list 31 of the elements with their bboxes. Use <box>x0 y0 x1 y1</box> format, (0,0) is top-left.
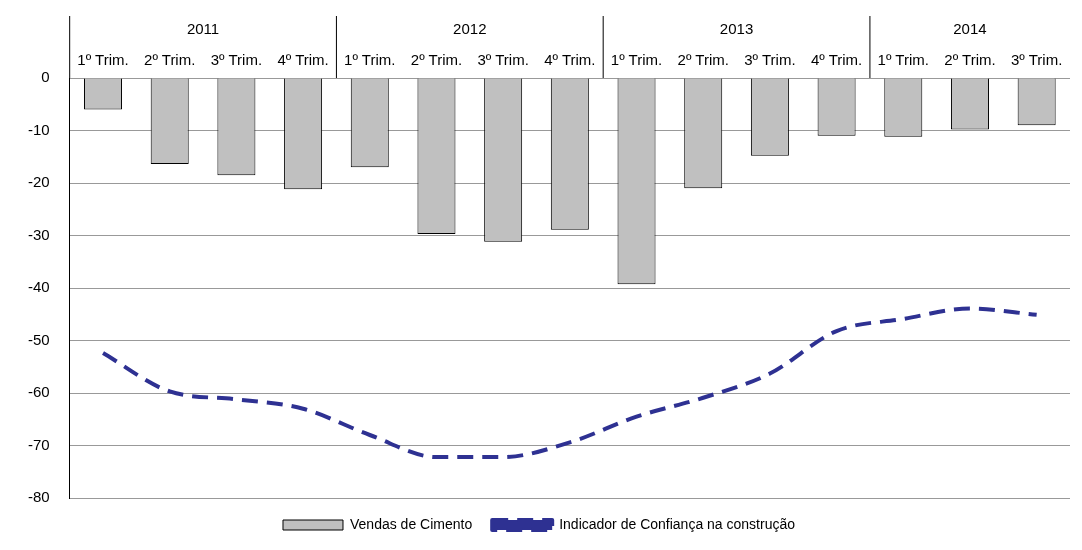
y-tick-label: -20 <box>27 173 50 191</box>
y-tick-label: -30 <box>27 225 50 243</box>
x-tick-label: 4º Trim. <box>810 51 863 69</box>
x-tick-label: 2º Trim. <box>410 51 463 69</box>
x-tick-label: 1º Trim. <box>344 51 396 69</box>
x-tick-label: 2º Trim. <box>677 51 729 69</box>
y-tick-label: -10 <box>27 120 50 138</box>
text: 2011 <box>186 20 220 38</box>
y-tick-label: -80 <box>27 488 50 506</box>
y-tick-label: -40 <box>27 278 50 296</box>
legend-label: Vendas de Cimento <box>349 515 473 532</box>
x-tick-label: 3º Trim. <box>744 51 796 69</box>
x-tick-label: 2º Trim. <box>944 51 996 69</box>
x-tick-label: 2º Trim. <box>144 51 196 69</box>
x-tick-label: 1º Trim. <box>610 51 663 69</box>
x-tick-label: 3º Trim. <box>477 51 529 69</box>
y-tick-label: -50 <box>27 330 50 348</box>
legend-label: Indicador de Confiança na construção <box>559 515 796 532</box>
x-tick-label: 3º Trim. <box>210 51 263 69</box>
x-tick-label: 3º Trim. <box>1010 51 1063 69</box>
y-tick-label: -70 <box>27 435 50 453</box>
text: 2012 <box>453 20 487 38</box>
x-tick-label: 4º Trim. <box>277 51 329 69</box>
text: 2013 <box>719 20 754 38</box>
y-tick-label: 0 <box>41 68 50 86</box>
x-tick-label: 4º Trim. <box>544 51 596 69</box>
text: 2014 <box>953 20 987 38</box>
x-tick-label: 1º Trim. <box>877 51 929 69</box>
line-series <box>101 306 1039 460</box>
x-tick-label: 1º Trim. <box>77 51 129 69</box>
y-tick-label: -60 <box>27 383 50 401</box>
